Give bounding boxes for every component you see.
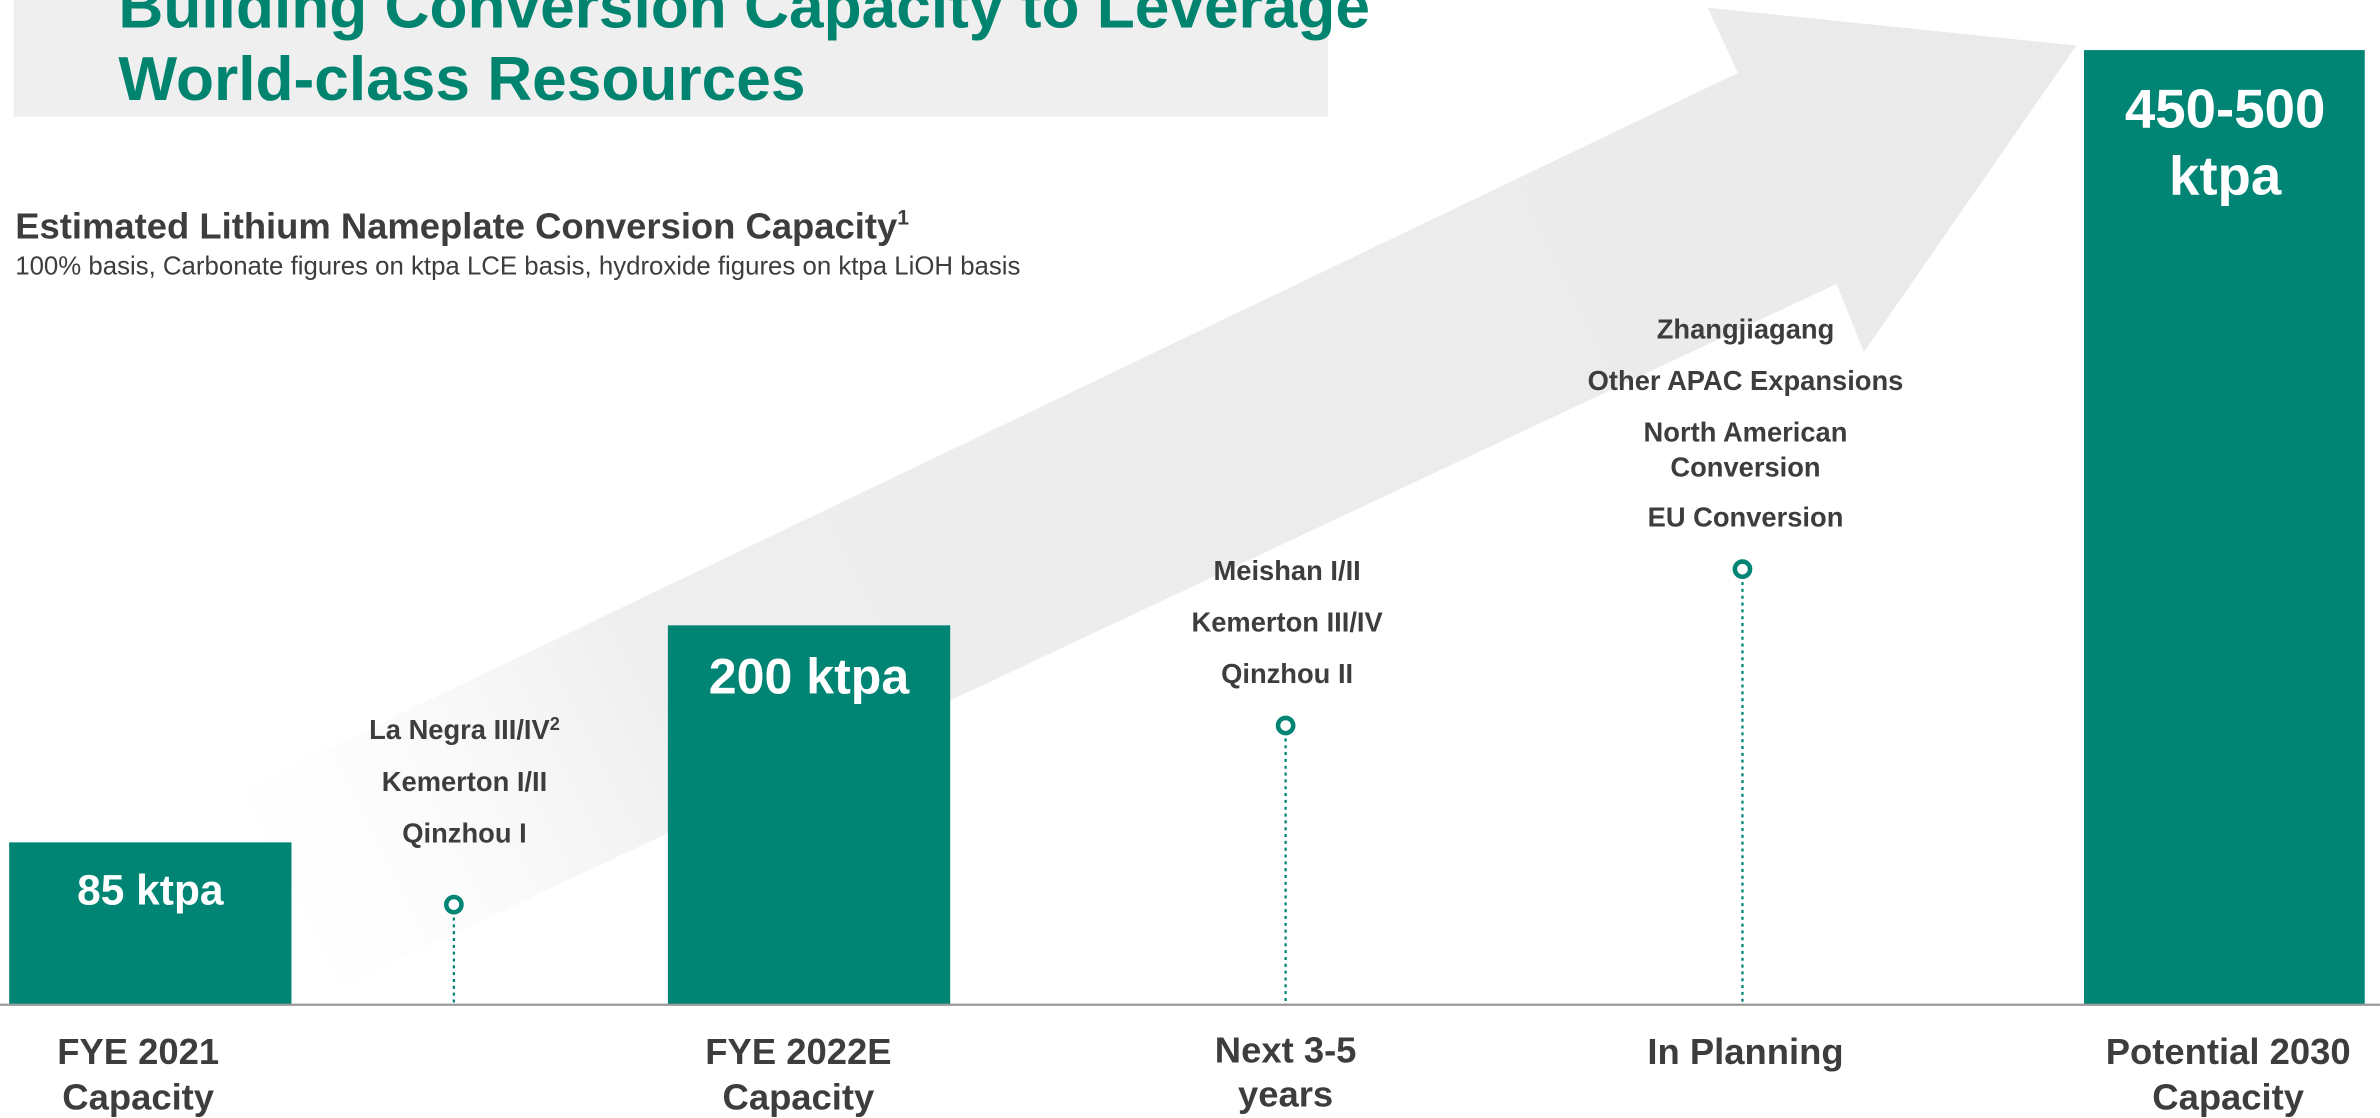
category-label: FYE 2021 xyxy=(57,1031,219,1072)
chart-subtitle: 100% basis, Carbonate figures on ktpa LC… xyxy=(15,253,1020,281)
title-line: World-class Resources xyxy=(118,45,805,114)
project: Qinzhou II xyxy=(1221,658,1353,689)
milestone-dot xyxy=(1275,715,1296,736)
project-name: La Negra III/IV xyxy=(369,714,550,745)
project: Kemerton I/II xyxy=(382,766,547,797)
category-label: years xyxy=(1238,1073,1333,1114)
project: Meishan I/II xyxy=(1214,555,1361,586)
category-label: Next 3-5 xyxy=(1215,1029,1357,1070)
footnote-mark: 2 xyxy=(550,714,560,734)
project: Kemerton III/IV xyxy=(1192,606,1384,637)
heading-text: Estimated Lithium Nameplate Conversion C… xyxy=(15,205,898,246)
category-label: Potential 2030 xyxy=(2106,1031,2351,1072)
category-label: Capacity xyxy=(62,1077,215,1118)
milestone-dot xyxy=(444,894,464,915)
capacity-bar xyxy=(667,625,951,1005)
capacity-bar xyxy=(2083,50,2365,1005)
capacity-label: ktpa xyxy=(2169,145,2282,206)
category-label: FYE 2022E xyxy=(705,1031,891,1072)
project: Zhangjiagang xyxy=(1657,313,1835,344)
category-label: Capacity xyxy=(2152,1077,2305,1118)
chart-heading: Estimated Lithium Nameplate Conversion C… xyxy=(15,205,909,246)
category-label: In Planning xyxy=(1647,1031,1843,1072)
capacity-label: 450-500 xyxy=(2125,78,2325,139)
footnote-mark: 1 xyxy=(897,206,909,230)
project: Conversion xyxy=(1670,452,1820,483)
title-line: Building Conversion Capacity to Leverage xyxy=(118,0,1370,41)
project: La Negra III/IV2 xyxy=(369,714,560,745)
capacity-label: 200 ktpa xyxy=(709,649,911,705)
capacity-bar xyxy=(9,842,292,1005)
category-label: Capacity xyxy=(723,1077,876,1118)
milestone-dot xyxy=(1732,559,1753,580)
project: Qinzhou I xyxy=(402,817,526,848)
project: EU Conversion xyxy=(1648,502,1844,533)
project: North American xyxy=(1644,417,1848,448)
capacity-label: 85 ktpa xyxy=(77,868,224,915)
project: Other APAC Expansions xyxy=(1588,365,1904,396)
title-box xyxy=(13,0,1329,117)
